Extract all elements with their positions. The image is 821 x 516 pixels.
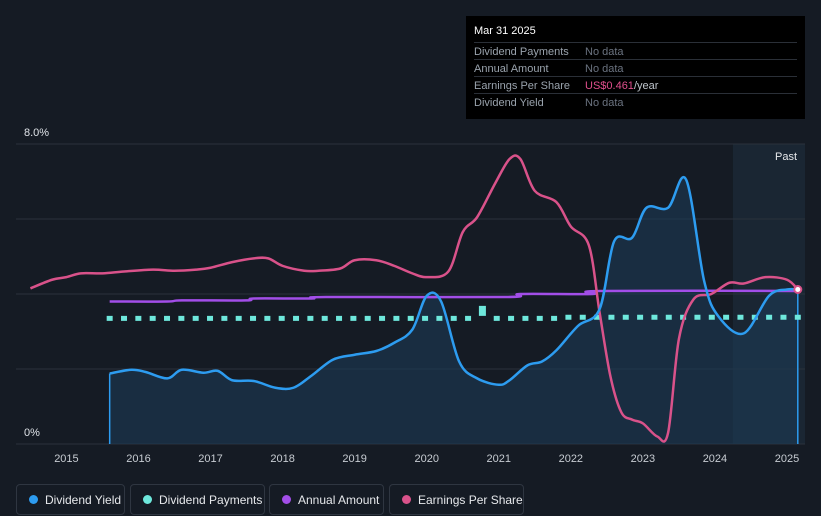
tooltip-label: Dividend Yield [474, 97, 544, 109]
dividend-payment-marker [594, 314, 601, 320]
dividend-payment-marker [766, 314, 773, 320]
dividend-payment-marker [278, 315, 285, 321]
dividend-payment-marker [637, 314, 644, 320]
dividend-payment-marker [723, 314, 730, 320]
x-tick-label: 2017 [198, 453, 222, 465]
dividend-payment-marker [321, 315, 328, 321]
tooltip-label: Dividend Payments [474, 46, 569, 58]
dividend-payment-marker [536, 315, 543, 321]
dividend-payment-marker [149, 315, 156, 321]
dividend-payment-marker [708, 314, 715, 320]
earnings-per-share-dot-icon [402, 495, 411, 504]
x-axis-ticks: 2015 2016 2017 2018 2019 2020 2021 2022 2023 2024… [54, 453, 799, 465]
dividend-payment-marker [192, 315, 199, 321]
dividend-yield-dot-icon [29, 495, 38, 504]
dividend-yield-line [109, 175, 798, 391]
x-tick-label: 2019 [342, 453, 366, 465]
dividend-payment-marker [336, 315, 343, 321]
eps-unit: /year [633, 80, 659, 92]
tooltip-value: US$0.461/year [585, 80, 658, 92]
dividend-payment-marker [651, 314, 658, 320]
legend-dividend-payments[interactable]: Dividend Payments [130, 484, 265, 515]
x-tick-label: 2020 [414, 453, 438, 465]
eps-value: US$0.461 [585, 80, 634, 92]
x-tick-label: 2021 [487, 453, 511, 465]
legend-label: Earnings Per Share [418, 493, 523, 507]
dividend-payment-marker [307, 315, 314, 321]
legend-annual-amount[interactable]: Annual Amount [269, 484, 384, 515]
dividend-payment-marker [665, 314, 672, 320]
tooltip-row-dividend-payments: Dividend Payments No data [474, 42, 797, 60]
dividend-payment-marker [250, 315, 257, 321]
earnings-per-share-line [29, 154, 799, 443]
dividend-payment-marker [422, 315, 429, 321]
dividend-payment-marker [450, 315, 457, 321]
x-tick-label: 2025 [775, 453, 799, 465]
dividend-yield-area [109, 177, 798, 444]
dividend-payment-marker [680, 314, 687, 320]
tooltip-row-dividend-yield: Dividend Yield No data [474, 93, 797, 111]
tooltip-row-annual-amount: Annual Amount No data [474, 59, 797, 77]
dividend-payment-marker [579, 314, 586, 320]
dividend-payment-marker [135, 315, 142, 321]
past-label: Past [775, 151, 797, 163]
dividend-payment-marker [164, 315, 171, 321]
tooltip-date: Mar 31 2025 [474, 25, 536, 37]
dividend-payments-dot-icon [143, 495, 152, 504]
dividend-payment-marker [364, 315, 371, 321]
dividend-payment-marker [780, 314, 787, 320]
x-tick-label: 2022 [559, 453, 583, 465]
dividend-payment-marker [350, 315, 357, 321]
legend-dividend-yield[interactable]: Dividend Yield [16, 484, 125, 515]
tooltip-row-eps: Earnings Per Share US$0.461/year [474, 76, 797, 94]
dividend-payment-marker [436, 315, 443, 321]
annual-amount-line [109, 289, 798, 303]
y-axis-bottom-label: 0% [24, 427, 40, 439]
dividend-payment-marker [235, 315, 242, 321]
dividend-payment-marker [379, 315, 386, 321]
dividend-payment-marker [508, 315, 515, 321]
dividend-payment-marker [264, 315, 271, 321]
dividend-payment-marker [221, 315, 228, 321]
dividend-payment-marker [293, 315, 300, 321]
dividend-payment-marker [407, 315, 414, 321]
x-tick-label: 2016 [126, 453, 150, 465]
tooltip-label: Annual Amount [474, 63, 549, 75]
x-tick-label: 2015 [54, 453, 78, 465]
legend-earnings-per-share[interactable]: Earnings Per Share [389, 484, 524, 515]
dividend-payment-marker [478, 305, 486, 316]
dividend-payment-marker [106, 315, 113, 321]
x-tick-label: 2018 [270, 453, 294, 465]
x-tick-label: 2023 [631, 453, 655, 465]
tooltip-label: Earnings Per Share [474, 80, 570, 92]
dividend-payment-marker [608, 314, 615, 320]
x-tick-label: 2024 [703, 453, 727, 465]
legend-label: Dividend Yield [45, 493, 122, 507]
dividend-payment-marker [121, 315, 128, 321]
dividend-payment-marker [522, 315, 529, 321]
tooltip-value: No data [585, 63, 624, 75]
dividend-payment-marker [207, 315, 214, 321]
dividend-payment-marker [178, 315, 185, 321]
eps-end-marker [793, 285, 803, 294]
dividend-payment-marker [565, 314, 572, 320]
y-axis-top-label: 8.0% [24, 127, 49, 139]
dividend-payment-marker [465, 315, 472, 321]
dividend-payment-marker [393, 315, 400, 321]
tooltip-value: No data [585, 97, 624, 109]
dividend-payment-marker [551, 315, 558, 321]
dividend-payment-marker [493, 315, 500, 321]
data-tooltip: Mar 31 2025 Dividend Payments No data An… [466, 16, 805, 119]
dividend-payment-marker [794, 314, 801, 320]
legend-label: Dividend Payments [159, 493, 263, 507]
dividend-payment-marker [737, 314, 744, 320]
legend-label: Annual Amount [298, 493, 380, 507]
annual-amount-dot-icon [282, 495, 291, 504]
dividend-payment-marker [622, 314, 629, 320]
tooltip-value: No data [585, 46, 624, 58]
dividend-payment-marker [694, 314, 701, 320]
series-layer [29, 154, 803, 444]
